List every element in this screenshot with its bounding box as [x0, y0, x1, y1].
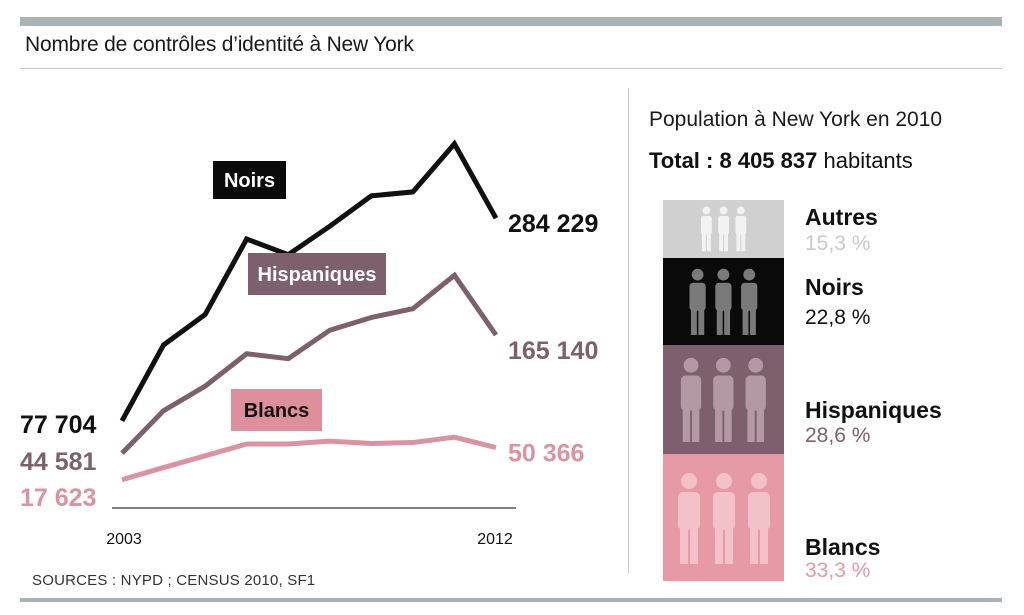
person-icon: [712, 472, 735, 564]
person-icon: [747, 472, 770, 564]
person-icon: [735, 206, 747, 252]
start-value-label: 17 623: [20, 484, 96, 512]
segment-name-label: Autres: [805, 204, 878, 230]
population-segment-hispaniques: [663, 345, 784, 454]
source-note: SOURCES : NYPD ; CENSUS 2010, SF1: [32, 572, 316, 589]
end-value-label: 284 229: [508, 210, 598, 238]
series-name-label: Hispaniques: [258, 264, 377, 286]
population-title: Population à New York en 2010: [649, 108, 943, 131]
person-icon: [745, 357, 767, 442]
person-icon: [715, 268, 732, 336]
person-icon: [677, 472, 700, 564]
series-line-noirs: [119, 139, 499, 422]
person-icons: [677, 472, 770, 564]
end-value-label: 50 366: [508, 440, 584, 468]
population-segment-blancs: [663, 454, 784, 581]
total-label: Total :: [649, 148, 714, 173]
end-value-label: 165 140: [508, 337, 598, 365]
person-icon: [689, 268, 706, 336]
start-value-label: 77 704: [20, 411, 97, 439]
segment-value-label: 33,3 %: [805, 559, 871, 582]
total-unit: habitants: [823, 148, 913, 173]
series-name-label: Blancs: [244, 400, 310, 422]
person-icon: [718, 206, 729, 252]
xtick-label: 2003: [106, 531, 142, 548]
series-name-box: [248, 253, 386, 295]
total-value: 8 405 837: [719, 148, 818, 173]
top-rule: [20, 17, 1002, 26]
panel-divider: [628, 88, 629, 573]
segment-value-label: 22,8 %: [805, 306, 871, 329]
person-icons: [700, 206, 747, 252]
series-name-box: [231, 389, 322, 431]
start-value-label: 44 581: [20, 448, 97, 476]
segment-value-label: 28,6 %: [805, 424, 871, 447]
segment-value-label: 15,3 %: [805, 232, 871, 255]
segment-name-label: Hispaniques: [805, 397, 942, 423]
person-icon: [741, 268, 758, 336]
segment-name-label: Noirs: [805, 274, 864, 300]
series-line-blancs: [121, 434, 497, 483]
population-total: Total : 8 405 837 habitants: [649, 148, 913, 174]
bottom-rule: [20, 598, 1002, 602]
person-icon: [680, 357, 702, 442]
series-name-box: [213, 161, 286, 199]
population-segment-noirs: [663, 258, 784, 345]
xtick-label: 2012: [477, 531, 513, 548]
series-name-label: Noirs: [224, 170, 275, 192]
segment-name-label: Blancs: [805, 534, 881, 560]
person-icon: [713, 357, 734, 442]
person-icons: [689, 268, 758, 336]
person-icon: [700, 206, 712, 252]
title-rule: [20, 68, 1002, 69]
person-icons: [680, 357, 767, 442]
chart-title: Nombre de contrôles d’identité à New Yor…: [25, 33, 414, 56]
population-segment-autres: [663, 200, 784, 258]
series-line-hispaniques: [120, 271, 499, 456]
